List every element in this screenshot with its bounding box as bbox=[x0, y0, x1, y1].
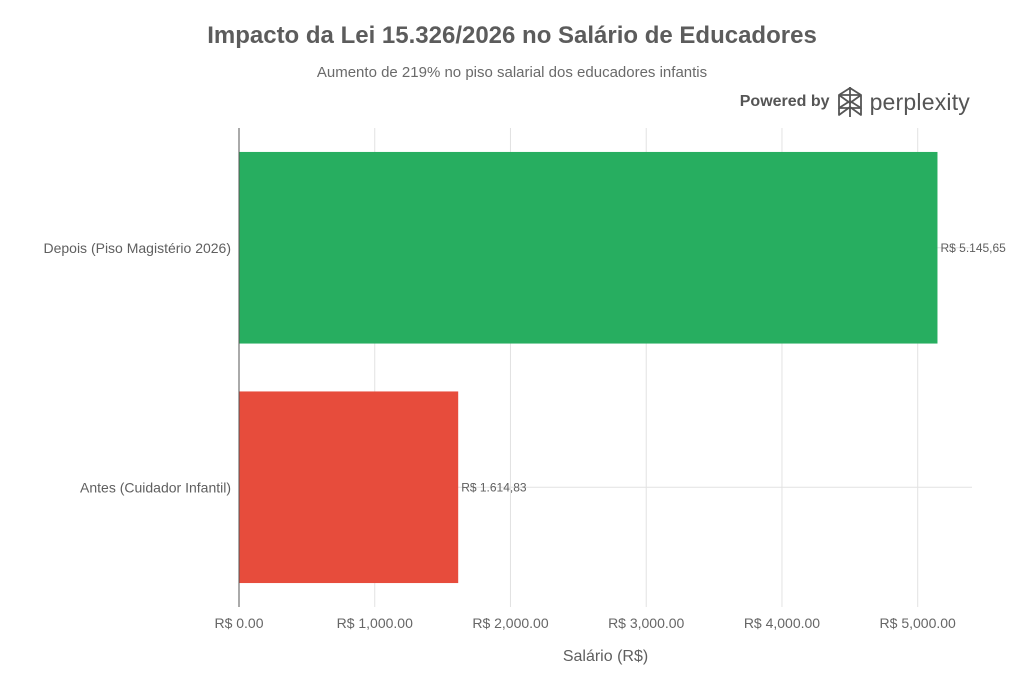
x-tick-label: R$ 5,000.00 bbox=[880, 615, 956, 631]
chart-subtitle: Aumento de 219% no piso salarial dos edu… bbox=[316, 64, 708, 81]
powered-by-label: Powered by bbox=[739, 93, 830, 110]
x-tick-label: R$ 4,000.00 bbox=[744, 615, 820, 631]
x-axis-title: Salário (R$) bbox=[563, 648, 648, 665]
chart-title: Impacto da Lei 15.326/2026 no Salário de… bbox=[207, 22, 817, 49]
bar-value-label: R$ 5.145,65 bbox=[940, 241, 1006, 255]
x-tick-label: R$ 3,000.00 bbox=[608, 615, 684, 631]
x-tick-label: R$ 2,000.00 bbox=[472, 615, 548, 631]
bar bbox=[239, 391, 459, 584]
category-label: Depois (Piso Magistério 2026) bbox=[43, 240, 231, 256]
x-tick-label: R$ 0.00 bbox=[214, 615, 263, 631]
bar bbox=[239, 151, 938, 344]
bar-value-label: R$ 1.614,83 bbox=[461, 480, 527, 494]
perplexity-wordmark: perplexity bbox=[869, 88, 970, 115]
category-label: Antes (Cuidador Infantil) bbox=[80, 479, 231, 495]
perplexity-logo-icon bbox=[836, 86, 864, 118]
x-tick-label: R$ 1,000.00 bbox=[337, 615, 413, 631]
powered-by-brand[interactable]: Powered by perplexity bbox=[740, 86, 970, 118]
